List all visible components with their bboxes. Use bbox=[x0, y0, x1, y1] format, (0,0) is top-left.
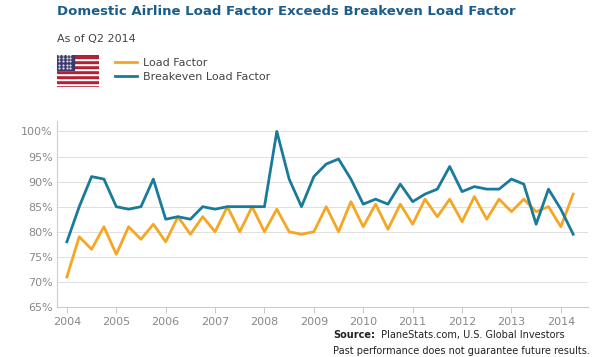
Text: As of Q2 2014: As of Q2 2014 bbox=[57, 34, 136, 44]
Bar bbox=[57, 63, 99, 65]
Bar bbox=[57, 82, 99, 85]
Bar bbox=[57, 77, 99, 80]
Bar bbox=[57, 68, 99, 70]
Bar bbox=[57, 55, 99, 58]
Text: Domestic Airline Load Factor Exceeds Breakeven Load Factor: Domestic Airline Load Factor Exceeds Bre… bbox=[57, 5, 515, 18]
Bar bbox=[57, 60, 99, 63]
Bar bbox=[57, 80, 99, 82]
Bar bbox=[57, 85, 99, 87]
Bar bbox=[57, 55, 74, 70]
Bar bbox=[57, 72, 99, 75]
Bar bbox=[57, 58, 99, 60]
Text: Source:: Source: bbox=[333, 330, 375, 340]
Bar bbox=[57, 70, 99, 72]
Text: Past performance does not guarantee future results.: Past performance does not guarantee futu… bbox=[333, 346, 590, 356]
Legend: Load Factor, Breakeven Load Factor: Load Factor, Breakeven Load Factor bbox=[110, 54, 274, 86]
Text: PlaneStats.com, U.S. Global Investors: PlaneStats.com, U.S. Global Investors bbox=[378, 330, 565, 340]
Bar bbox=[57, 75, 99, 77]
Bar bbox=[57, 65, 99, 68]
